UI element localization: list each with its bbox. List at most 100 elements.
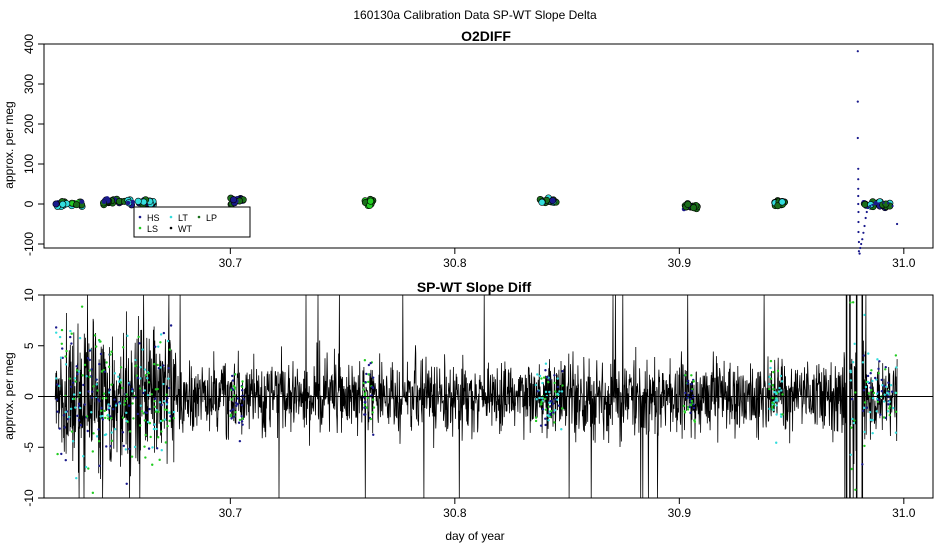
slope-diff-point-ls [104,396,108,400]
slope-diff-point-hs [232,388,235,392]
slope-diff-point-ls [165,408,169,412]
slope-diff-point-lt [143,389,146,392]
slope-diff-point-lt [885,391,889,395]
slope-diff-point-ls [371,411,374,414]
slope-diff-point-ls [863,401,867,404]
y-tick-label: -5 [22,442,36,453]
slope-diff-point-lt [894,431,898,434]
slope-diff-point-ls [850,467,853,471]
slope-diff-point-ls [135,374,138,377]
slope-diff-panel: SP-WT Slope Diff approx. per meg 30.7 30.… [2,279,934,543]
slope-diff-point-lt [871,379,874,383]
slope-diff-point-hs [72,381,75,384]
o2diff-point-hs [52,200,60,208]
slope-diff-point-lt [886,410,890,413]
slope-diff-point-hs [689,411,692,415]
slope-diff-point-hs [866,374,870,378]
o2diff-spike-point [859,246,862,250]
slope-diff-point-hs [240,420,244,423]
slope-diff-point-ls [542,376,546,379]
slope-diff-point-ls [138,387,142,390]
slope-diff-point-ls [119,366,123,369]
slope-diff-point-hs [97,428,100,431]
slope-diff-point-hs [88,349,92,352]
slope-diff-point-ls [850,426,853,429]
slope-diff-point-ls [367,373,370,376]
slope-diff-point-ls [122,346,125,349]
slope-diff-point-hs [162,331,166,335]
slope-diff-y-axis: -10 -5 0 5 10 [22,288,44,507]
slope-diff-point-ls [561,407,564,410]
slope-diff-point-hs [90,390,94,393]
slope-diff-point-lt [73,377,77,380]
slope-diff-point-lt [777,390,781,393]
slope-diff-point-lt [863,313,866,317]
slope-diff-point-lt [59,356,63,359]
o2diff-point-hs [229,196,237,204]
legend-marker-lt [169,215,173,219]
slope-diff-point-lt [768,375,771,379]
o2diff-spike-point [857,240,861,244]
slope-diff-point-hs [238,439,242,443]
slope-diff-point-lt [101,414,104,418]
slope-diff-point-ls [363,359,367,362]
slope-diff-point-ls [690,399,693,403]
slope-diff-point-lt [119,378,122,382]
slope-diff-point-lt [84,465,88,469]
y-tick-label: 5 [22,342,36,349]
slope-diff-point-ls [534,419,538,423]
o2diff-spike-point [857,230,860,234]
slope-diff-point-lt [775,392,778,396]
slope-diff-point-lt [849,453,852,456]
slope-diff-point-hs [61,347,64,350]
slope-diff-point-ls [92,385,95,388]
slope-diff-point-ls [882,416,886,419]
slope-diff-point-hs [122,444,125,448]
slope-diff-point-hs [553,374,556,377]
slope-diff-point-lt [159,419,162,423]
slope-diff-point-lt [152,427,156,431]
slope-diff-point-hs [887,403,890,406]
slope-diff-point-hs [232,415,236,418]
slope-diff-point-hs [371,376,375,379]
legend-label-wt: WT [178,224,192,234]
slope-diff-point-ls [87,467,90,470]
slope-diff-point-lt [538,396,541,400]
slope-diff-point-hs [167,386,171,390]
o2diff-spike-point [857,202,860,206]
slope-diff-point-lt [172,410,176,414]
legend-label-lt: LT [178,213,188,223]
slope-diff-point-lt [163,399,166,403]
slope-diff-point-ls [553,421,556,424]
slope-diff-point-lt [71,440,75,443]
slope-diff-title: SP-WT Slope Diff [417,279,532,295]
slope-diff-point-ls [544,397,547,401]
slope-diff-point-ls [230,398,234,401]
slope-diff-point-lt [775,413,778,416]
slope-diff-point-lt [774,399,777,402]
slope-diff-point-hs [544,417,547,420]
slope-diff-point-ls [772,387,775,391]
slope-diff-point-lt [768,382,771,386]
slope-diff-point-lt [165,403,168,406]
x-tick-label: 30.9 [668,256,692,270]
slope-diff-point-ls [64,355,67,358]
slope-diff-point-lt [103,433,107,437]
o2diff-spike-point [878,202,881,205]
slope-diff-point-hs [105,445,108,448]
slope-diff-point-ls [849,301,852,304]
slope-diff-point-ls [102,392,106,395]
slope-diff-point-lt [778,386,781,390]
slope-diff-point-ls [93,334,97,337]
slope-diff-point-hs [690,389,693,392]
slope-diff-point-lt [863,406,866,410]
slope-diff-point-hs [544,423,547,427]
slope-diff-point-ls [230,388,233,392]
o2diff-panel: O2DIFF approx. per meg 30.7 30.8 30.9 31.0 … [2,28,934,270]
slope-diff-point-ls [769,377,773,380]
slope-diff-point-hs [364,381,367,384]
o2diff-point-lp [73,201,81,209]
slope-diff-point-lt [143,368,147,371]
slope-diff-point-hs [109,444,112,448]
